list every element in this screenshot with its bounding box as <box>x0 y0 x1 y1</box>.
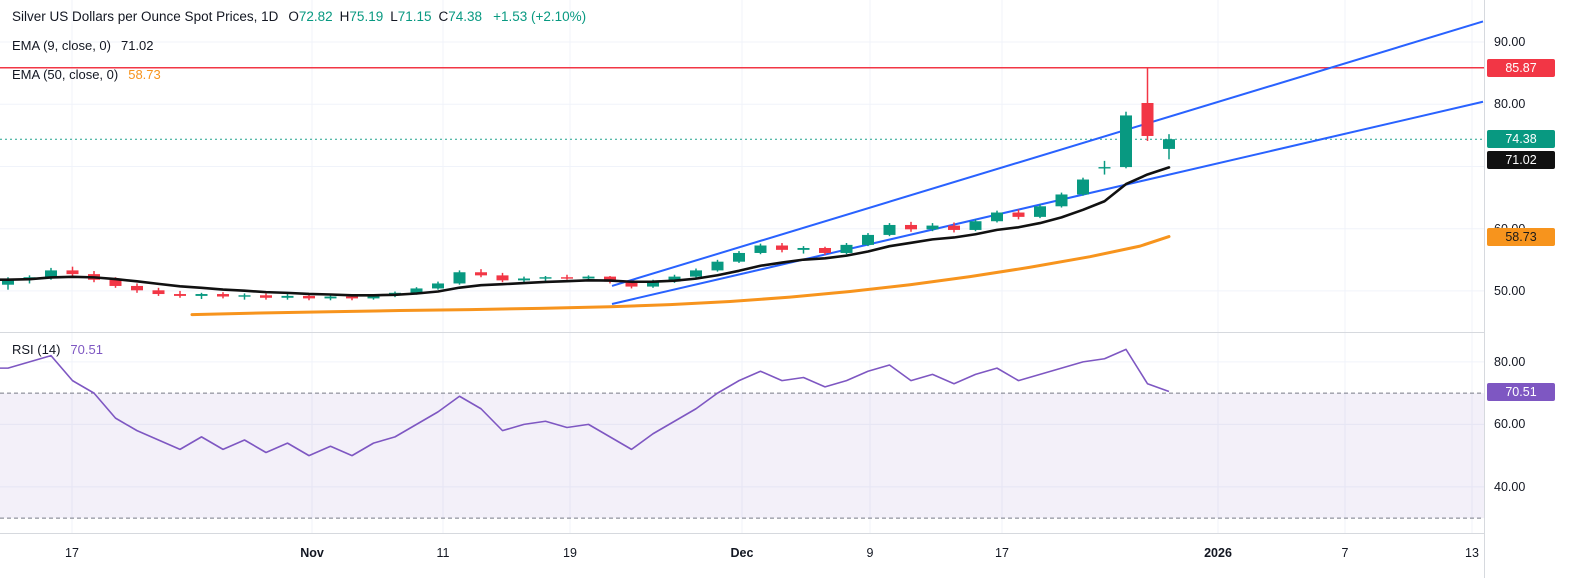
price-badge: 58.73 <box>1487 228 1555 246</box>
time-axis[interactable]: 17 Nov 11 19 Dec 9 17 2026 7 13 <box>0 533 1574 578</box>
ohlc-high: H75.19 <box>340 9 384 24</box>
time-axis-label: 2026 <box>1204 546 1232 560</box>
rsi-badge: 70.51 <box>1487 383 1555 401</box>
ema9-row[interactable]: EMA (9, close, 0) 71.02 <box>12 31 586 60</box>
ema9-value: 71.02 <box>120 38 154 53</box>
price-badge: 74.38 <box>1487 130 1555 148</box>
rsi-value: 70.51 <box>70 341 103 357</box>
time-axis-label: 13 <box>1465 546 1479 560</box>
time-axis-label: 17 <box>65 546 79 560</box>
time-axis-label: Dec <box>730 546 754 560</box>
close-value: 74.38 <box>448 9 483 24</box>
time-axis-label: 9 <box>866 546 874 560</box>
ema9-line[interactable] <box>0 166 1171 297</box>
time-axis-label: 11 <box>436 546 450 560</box>
ohlc-open: O72.82 <box>288 9 332 24</box>
gridlines <box>0 0 1484 533</box>
rsi-line[interactable] <box>0 348 1170 457</box>
ema50-label: EMA (50, close, 0) <box>12 67 119 82</box>
high-label: H <box>339 9 350 24</box>
rsi-axis-label: 60.00 <box>1494 417 1526 431</box>
price-axis[interactable]: 90.0080.0060.0050.0080.0060.0040.0085.87… <box>1484 0 1574 578</box>
ema50-value: 58.73 <box>128 67 161 82</box>
trendline-channel-lower[interactable] <box>611 100 1484 305</box>
ema50-row[interactable]: EMA (50, close, 0) 58.73 <box>12 60 586 89</box>
trendline-channel-upper[interactable] <box>611 20 1484 287</box>
main-legend: Silver US Dollars per Ounce Spot Prices,… <box>12 2 586 89</box>
open-value: 72.82 <box>298 9 333 24</box>
price-axis-label: 50.00 <box>1494 284 1526 298</box>
symbol-title[interactable]: Silver US Dollars per Ounce Spot Prices,… <box>12 9 279 24</box>
high-value: 75.19 <box>349 9 384 24</box>
ema50-line[interactable] <box>190 235 1171 317</box>
price-badge: 85.87 <box>1487 59 1555 77</box>
time-axis-label: Nov <box>300 546 324 560</box>
symbol-row[interactable]: Silver US Dollars per Ounce Spot Prices,… <box>12 2 586 31</box>
time-axis-label: 7 <box>1341 546 1349 560</box>
rsi-axis-label: 40.00 <box>1494 480 1526 494</box>
open-label: O <box>288 9 299 24</box>
ohlc-close: C74.38 <box>439 9 483 24</box>
price-axis-label: 80.00 <box>1494 97 1526 111</box>
ema9-label: EMA (9, close, 0) <box>12 38 111 53</box>
time-axis-label: 19 <box>563 546 577 560</box>
change-value: +1.53 (+2.10%) <box>493 9 587 24</box>
rsi-band <box>0 392 1484 519</box>
time-axis-label: 17 <box>995 546 1009 560</box>
low-label: L <box>390 9 398 24</box>
candles[interactable] <box>2 67 1175 301</box>
price-axis-label: 90.00 <box>1494 35 1526 49</box>
rsi-label: RSI (14) <box>12 341 61 357</box>
rsi-legend[interactable]: RSI (14) 70.51 <box>12 339 103 359</box>
close-label: C <box>438 9 449 24</box>
price-badge: 71.02 <box>1487 151 1555 169</box>
rsi-axis-label: 80.00 <box>1494 355 1526 369</box>
low-value: 71.15 <box>397 9 432 24</box>
ohlc-low: L71.15 <box>390 9 431 24</box>
